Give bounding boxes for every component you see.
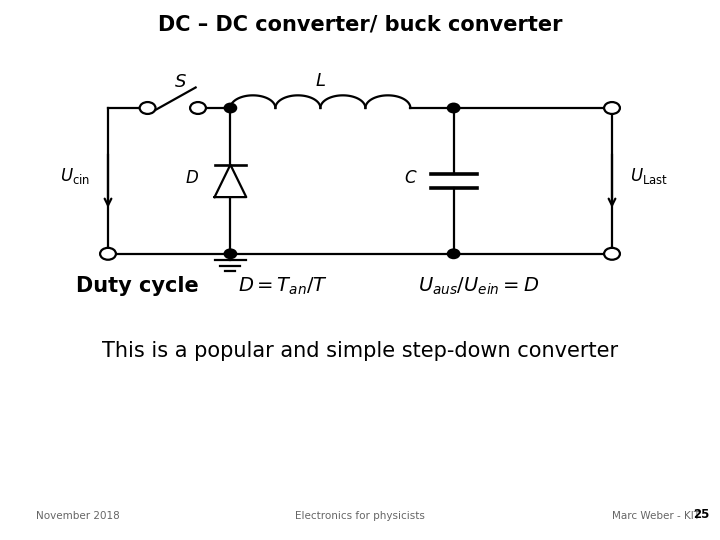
Circle shape	[140, 102, 156, 114]
Circle shape	[225, 249, 236, 258]
Circle shape	[190, 102, 206, 114]
Text: DC – DC converter/ buck converter: DC – DC converter/ buck converter	[158, 14, 562, 35]
Text: $U_{\mathrm{Last}}$: $U_{\mathrm{Last}}$	[630, 165, 668, 186]
Circle shape	[100, 248, 116, 260]
Text: $S$: $S$	[174, 73, 186, 91]
Text: $D$: $D$	[185, 170, 199, 187]
Text: Duty cycle: Duty cycle	[76, 276, 198, 296]
Circle shape	[225, 104, 236, 112]
Text: This is a popular and simple step-down converter: This is a popular and simple step-down c…	[102, 341, 618, 361]
Text: $C$: $C$	[404, 170, 418, 187]
Text: $L$: $L$	[315, 72, 326, 90]
Circle shape	[448, 249, 459, 258]
Circle shape	[448, 104, 459, 112]
Text: $D = T_{an}/T$: $D = T_{an}/T$	[238, 275, 328, 297]
Text: Marc Weber - KIT: Marc Weber - KIT	[612, 511, 700, 521]
Text: Electronics for physicists: Electronics for physicists	[295, 511, 425, 521]
Text: November 2018: November 2018	[36, 511, 120, 521]
Circle shape	[604, 248, 620, 260]
Polygon shape	[215, 165, 246, 197]
Text: $U_{\mathrm{cin}}$: $U_{\mathrm{cin}}$	[60, 165, 90, 186]
Circle shape	[604, 102, 620, 114]
Text: 25: 25	[693, 508, 709, 521]
Text: $U_{aus}/U_{ein} = D$: $U_{aus}/U_{ein} = D$	[418, 275, 539, 297]
